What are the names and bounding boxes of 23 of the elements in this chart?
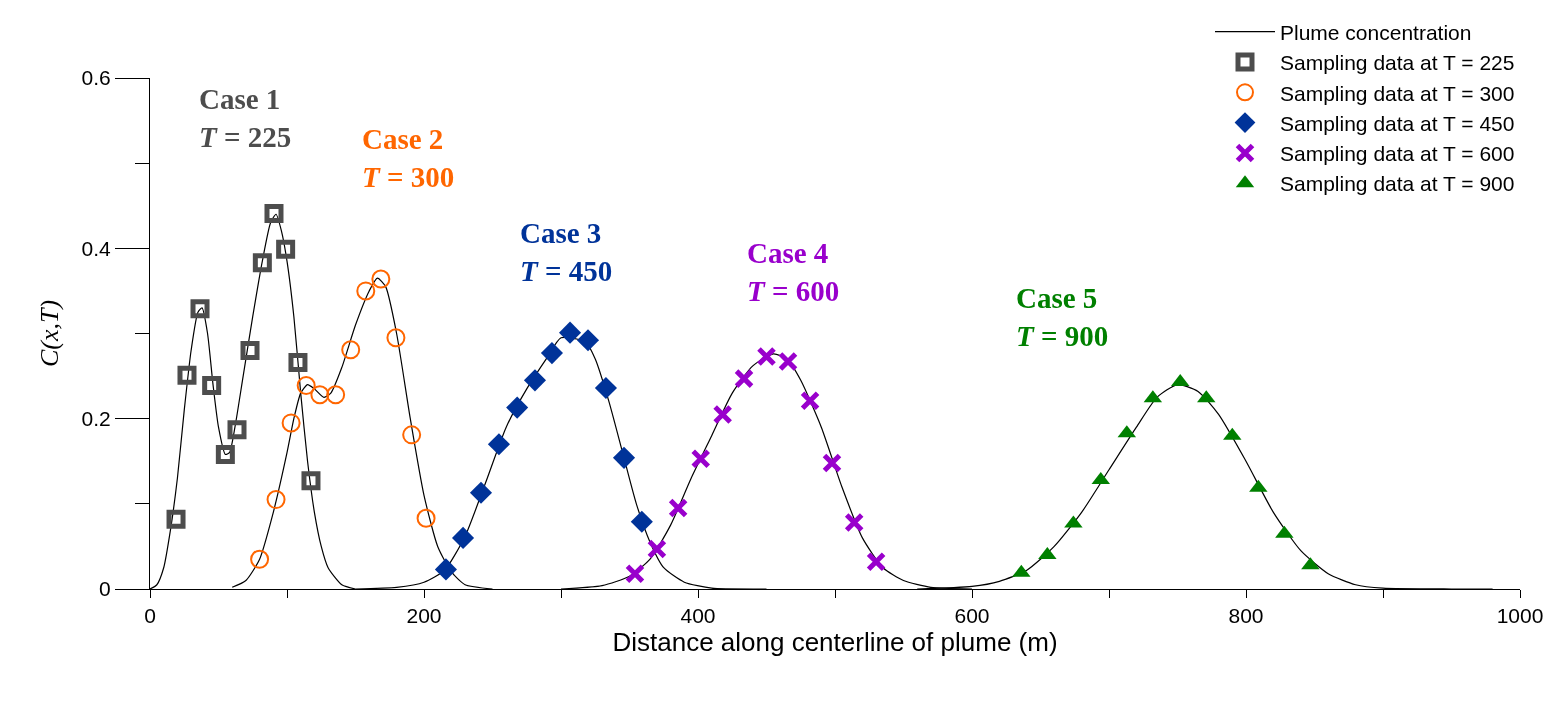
annotation: Case 1 T = 225	[199, 83, 292, 153]
x-tick-label: 200	[406, 604, 442, 628]
y-tick-label: 0.4	[81, 236, 112, 260]
annotation: Case 4 T = 600	[747, 237, 840, 307]
legend-label: Sampling data at T = 225	[1280, 51, 1515, 75]
y-axis-title: C(x,T)	[35, 299, 64, 368]
x-axis-title: Distance along centerline of plume (m)	[612, 627, 1058, 658]
legend-label: Sampling data at T = 300	[1280, 81, 1515, 105]
x-tick-label: 400	[680, 604, 716, 628]
annotation: Case 2 T = 300	[362, 123, 455, 193]
x-tick-label: 1000	[1496, 604, 1544, 628]
annotation: Case 3 T = 450	[520, 217, 613, 287]
x-tick-label: 800	[1228, 604, 1264, 628]
x-tick-label: 600	[954, 604, 990, 628]
legend-label: Sampling data at T = 600	[1280, 142, 1515, 166]
y-tick-label: 0.2	[81, 407, 111, 431]
legend-label: Sampling data at T = 450	[1280, 111, 1515, 135]
y-tick-label: 0.6	[81, 66, 111, 90]
annotation: Case 5 T = 900	[1016, 282, 1109, 352]
x-tick-label: 0	[144, 604, 156, 628]
legend-label: Plume concentration	[1280, 20, 1472, 44]
legend-label: Sampling data at T = 900	[1280, 172, 1515, 196]
y-tick-label: 0	[99, 577, 111, 601]
